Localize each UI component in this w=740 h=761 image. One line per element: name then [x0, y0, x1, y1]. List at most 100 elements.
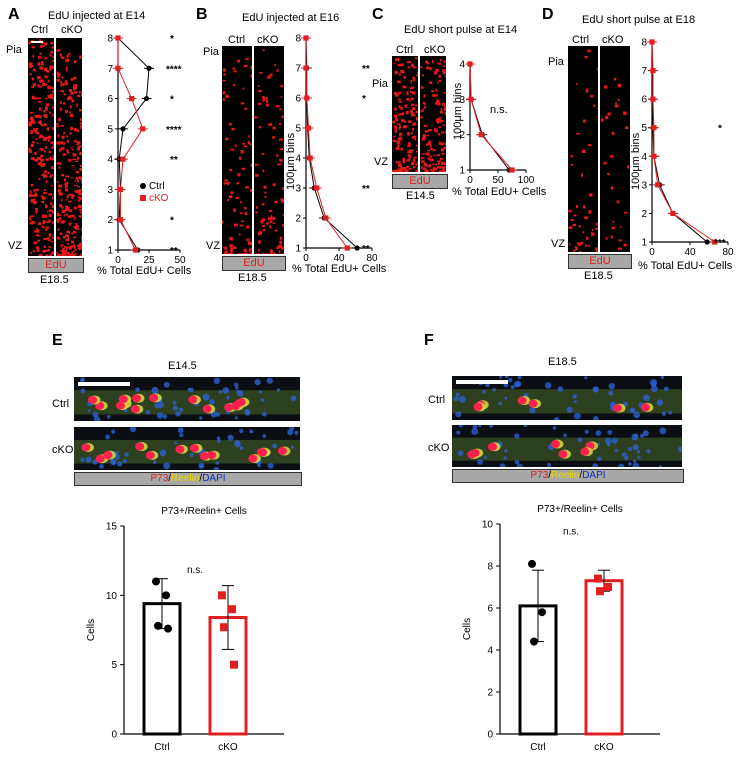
data-point-cko	[712, 239, 718, 245]
p73-cell	[487, 442, 497, 451]
dapi-nucleus	[646, 449, 651, 454]
legend-item-ctrl: Ctrl	[140, 181, 168, 193]
dapi-nucleus	[553, 417, 560, 420]
edu-cell	[227, 253, 231, 254]
edu-cell	[46, 221, 50, 224]
significance-marker: **	[362, 64, 370, 75]
edu-cell	[227, 181, 230, 184]
edu-cell	[269, 250, 273, 254]
edu-cell	[422, 153, 425, 155]
edu-cell	[588, 210, 592, 214]
edu-cell	[30, 118, 35, 122]
edu-cell	[63, 235, 66, 239]
edu-cell	[250, 163, 252, 167]
p73-cell	[202, 404, 212, 413]
edu-cell	[244, 107, 248, 110]
edu-cell	[80, 253, 82, 256]
edu-cell	[43, 109, 46, 113]
edu-cell	[408, 156, 411, 159]
edu-cell	[420, 66, 423, 69]
edu-cell	[75, 189, 79, 193]
edu-cell	[412, 78, 416, 82]
edu-cell	[254, 116, 258, 119]
edu-cell	[239, 212, 243, 214]
edu-cell	[416, 167, 418, 170]
edu-cell	[69, 132, 72, 135]
edu-cell	[66, 97, 71, 101]
edu-cell	[32, 201, 37, 205]
edu-cell	[48, 233, 51, 237]
dapi-nucleus	[157, 401, 164, 409]
edu-cell	[73, 231, 77, 234]
edu-cell	[38, 85, 42, 88]
edu-cell	[392, 139, 396, 142]
edu-cell	[81, 234, 82, 237]
panel-d-vz-label: VZ	[551, 238, 566, 250]
series-line-cko	[305, 38, 348, 249]
edu-cell	[47, 95, 52, 97]
chart-title: P73+/Reelin+ Cells	[161, 506, 247, 517]
edu-cell	[73, 60, 77, 64]
edu-cell	[443, 107, 446, 111]
edu-cell	[230, 148, 235, 151]
data-point-cko	[670, 210, 676, 217]
edu-cell	[269, 220, 273, 223]
dapi-nucleus	[80, 388, 86, 394]
edu-cell	[80, 246, 82, 250]
edu-cell	[273, 252, 277, 254]
edu-cell	[80, 180, 82, 184]
edu-cell	[440, 108, 443, 111]
edu-cell	[249, 247, 252, 251]
edu-cell	[269, 73, 273, 76]
edu-cell	[50, 174, 53, 177]
edu-cell	[279, 158, 283, 162]
panel-c-cko-label: cKO	[424, 44, 446, 56]
edu-cell	[30, 144, 34, 147]
y-tick-label: 3	[107, 185, 113, 196]
edu-cell	[393, 114, 398, 118]
dapi-nucleus	[457, 450, 464, 456]
edu-cell	[426, 152, 430, 155]
edu-cell	[261, 153, 265, 155]
edu-cell	[595, 227, 598, 230]
edu-cell	[64, 82, 68, 86]
edu-cell	[66, 255, 70, 256]
edu-cell	[81, 227, 82, 231]
edu-cell	[34, 159, 38, 162]
edu-cell	[415, 170, 418, 172]
edu-cell	[52, 73, 54, 76]
edu-cell	[65, 198, 68, 201]
edu-cell	[258, 240, 261, 244]
edu-cell	[41, 61, 44, 63]
edu-cell	[617, 99, 620, 101]
dapi-nucleus	[637, 455, 641, 459]
edu-cell	[79, 91, 82, 94]
edu-cell	[255, 163, 259, 166]
edu-cell	[45, 226, 50, 229]
edu-cell	[222, 220, 224, 224]
edu-cell	[407, 66, 411, 69]
dapi-nucleus	[633, 411, 640, 419]
edu-cell	[415, 163, 418, 166]
edu-cell	[67, 151, 69, 154]
edu-cell	[61, 147, 65, 150]
p73-cell	[135, 442, 145, 451]
dapi-nucleus	[260, 398, 265, 402]
edu-cell	[80, 144, 82, 148]
panel-c-ns: n.s.	[490, 104, 508, 116]
edu-cell	[44, 42, 48, 46]
edu-cell	[53, 234, 54, 236]
edu-cell	[411, 91, 416, 95]
dapi-nucleus	[259, 390, 263, 394]
edu-cell	[407, 154, 411, 157]
panel-a-cko-label: cKO	[61, 24, 83, 36]
edu-cell	[236, 182, 239, 185]
y-tick-label: 6	[641, 95, 647, 106]
edu-cell	[416, 73, 418, 76]
edu-cell	[52, 98, 54, 101]
edu-cell	[40, 163, 45, 168]
edu-cell	[398, 169, 402, 172]
edu-cell	[39, 39, 42, 42]
panel-c-ylabel: 100μm bins	[452, 82, 464, 140]
edu-cell	[59, 53, 62, 57]
